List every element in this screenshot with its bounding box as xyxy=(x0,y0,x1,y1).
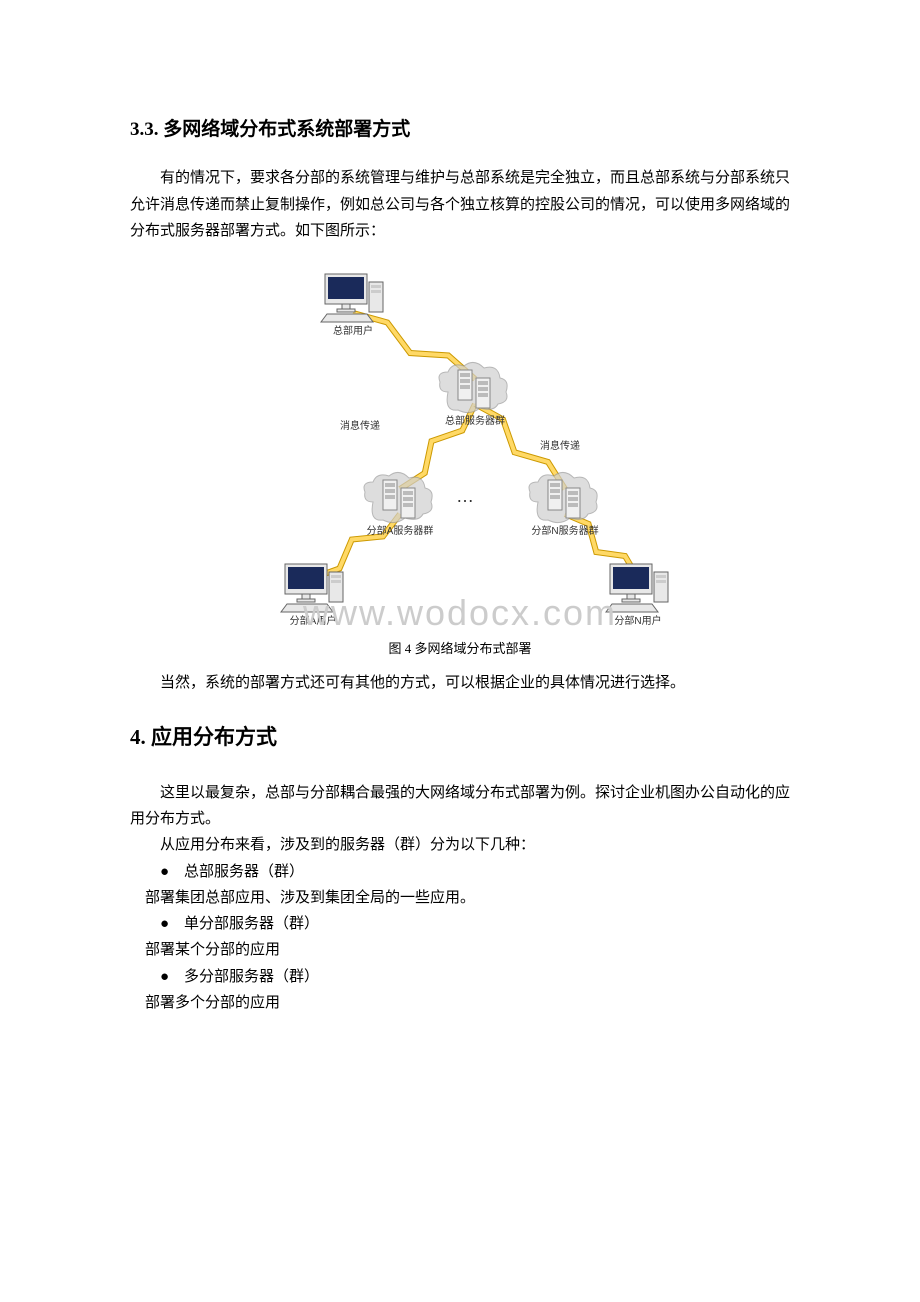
heading-4: 4. 应用分布方式 xyxy=(130,721,790,755)
svg-text:总部服务器群: 总部服务器群 xyxy=(445,414,505,427)
svg-text:分部N服务器群: 分部N服务器群 xyxy=(531,524,598,537)
paragraph-4-2: 从应用分布来看，涉及到的服务器（群）分为以下几种： xyxy=(130,832,790,858)
svg-text:总部用户: 总部用户 xyxy=(333,324,373,337)
figure-4-caption: 图 4 多网络域分布式部署 xyxy=(130,639,790,660)
svg-text:分部N用户: 分部N用户 xyxy=(614,614,661,627)
bullet-hq-server-desc: 部署集团总部应用、涉及到集团全局的一些应用。 xyxy=(130,885,790,911)
figure-4-container: 消息传递消息传递总部用户总部服务器群分部A服务器群分部N服务器群分部A用户分部N… xyxy=(130,254,790,660)
bullet-hq-server: ● 总部服务器（群） xyxy=(130,859,790,885)
paragraph-3-3-2: 当然，系统的部署方式还可有其他的方式，可以根据企业的具体情况进行选择。 xyxy=(130,670,790,696)
svg-text:分部A用户: 分部A用户 xyxy=(290,614,337,627)
heading-3-3: 3.3. 多网络域分布式系统部署方式 xyxy=(130,115,790,145)
bullet-single-branch: ● 单分部服务器（群） xyxy=(130,911,790,937)
bullet-multi-branch-desc: 部署多个分部的应用 xyxy=(130,990,790,1016)
svg-text:分部A服务器群: 分部A服务器群 xyxy=(367,524,434,537)
network-diagram: 消息传递消息传递总部用户总部服务器群分部A服务器群分部N服务器群分部A用户分部N… xyxy=(250,254,670,634)
paragraph-4-1: 这里以最复杂，总部与分部耦合最强的大网络域分布式部署为例。探讨企业机图办公自动化… xyxy=(130,780,790,833)
paragraph-3-3-1: 有的情况下，要求各分部的系统管理与维护与总部系统是完全独立，而且总部系统与分部系… xyxy=(130,165,790,244)
bullet-single-branch-desc: 部署某个分部的应用 xyxy=(130,937,790,963)
svg-text:…: … xyxy=(456,486,474,506)
svg-text:消息传递: 消息传递 xyxy=(540,439,580,452)
bullet-multi-branch: ● 多分部服务器（群） xyxy=(130,964,790,990)
svg-text:消息传递: 消息传递 xyxy=(340,419,380,432)
